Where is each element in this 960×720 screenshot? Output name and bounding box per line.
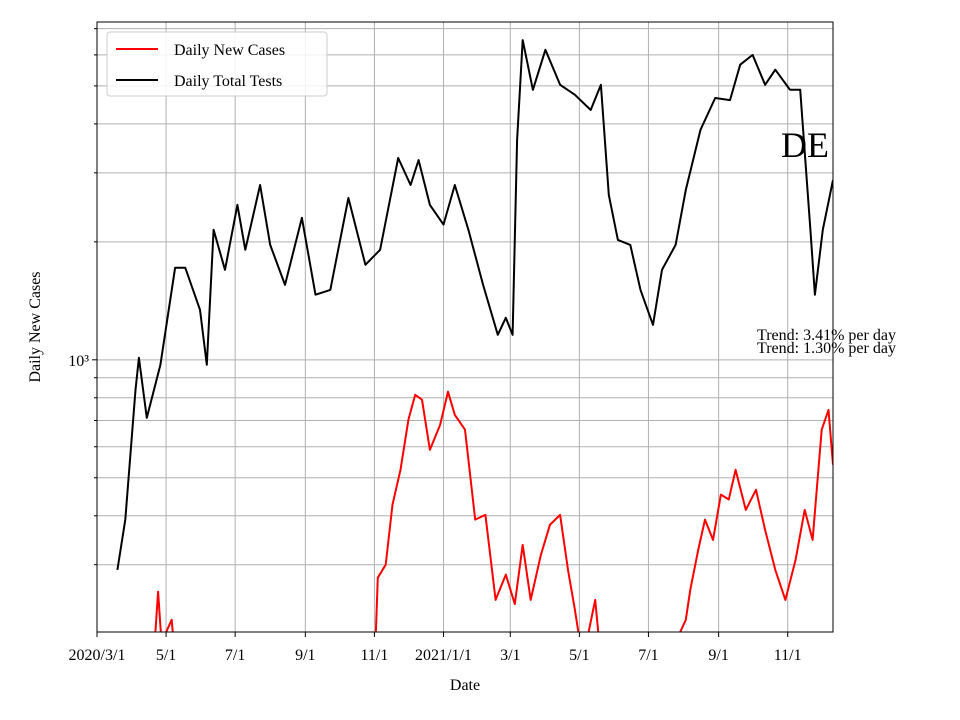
legend-label: Daily Total Tests — [174, 73, 282, 90]
plot-lines — [116, 39, 833, 632]
legend-label: Daily New Cases — [174, 42, 285, 59]
series-line — [154, 390, 833, 632]
x-tick-label: 7/1 — [225, 647, 245, 664]
y-tick-label: 10³ — [68, 353, 89, 370]
x-tick-label: 9/1 — [708, 647, 728, 664]
x-tick-label: 11/1 — [360, 647, 388, 664]
x-tick-label: 9/1 — [295, 647, 315, 664]
annotation: Trend: 3.41% per day — [757, 327, 896, 344]
series-line — [116, 39, 833, 571]
grid — [96, 22, 833, 632]
legend: Daily New Cases Daily Total Tests — [106, 31, 328, 97]
legend-box — [106, 31, 328, 97]
y-axis-label: Daily New Cases — [27, 271, 44, 382]
x-tick-label: 7/1 — [638, 647, 658, 664]
x-tick-label: 3/1 — [500, 647, 520, 664]
x-tick-label: 5/1 — [156, 647, 176, 664]
annotation: DE — [781, 125, 829, 165]
x-tick-label: 5/1 — [569, 647, 589, 664]
annotation: Trend: 1.30% per day — [757, 340, 896, 357]
x-tick-label: 2020/3/1 — [69, 647, 126, 664]
plot-frame — [96, 21, 834, 633]
labels: 2020/3/1 5/1 7/1 9/1 11/1 2021/1/1 3/1 5/1 7/1 9/… — [68, 28, 802, 664]
x-tick-label: 2021/1/1 — [415, 647, 472, 664]
x-tick-label: 11/1 — [774, 647, 802, 664]
x-axis-label: Date — [450, 677, 480, 694]
